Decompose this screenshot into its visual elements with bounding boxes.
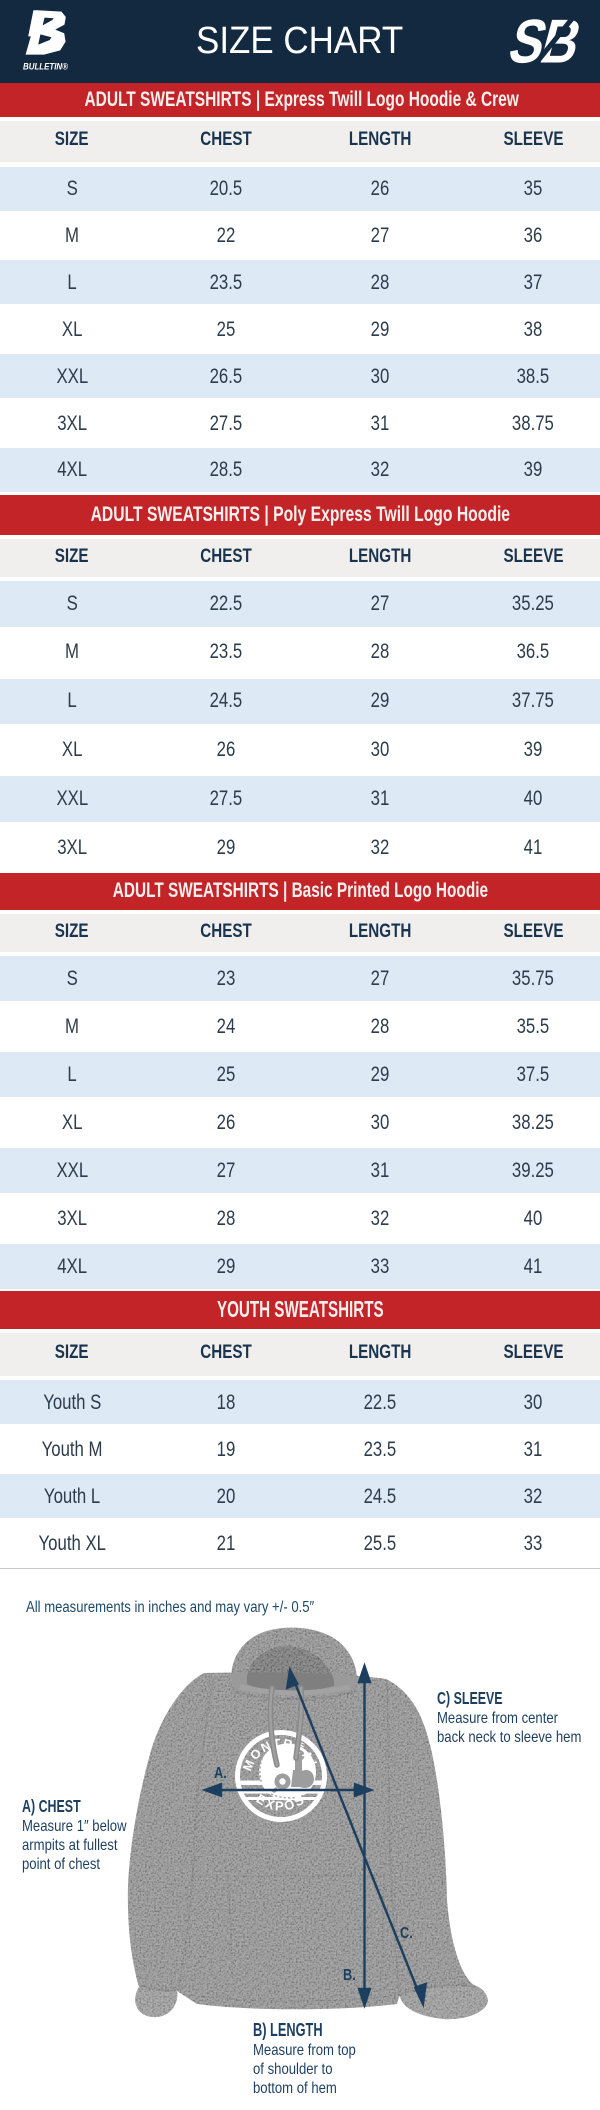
svg-text:EXPOS: EXPOS [254,1791,309,1814]
svg-text:BULLETIN®: BULLETIN® [23,61,68,72]
